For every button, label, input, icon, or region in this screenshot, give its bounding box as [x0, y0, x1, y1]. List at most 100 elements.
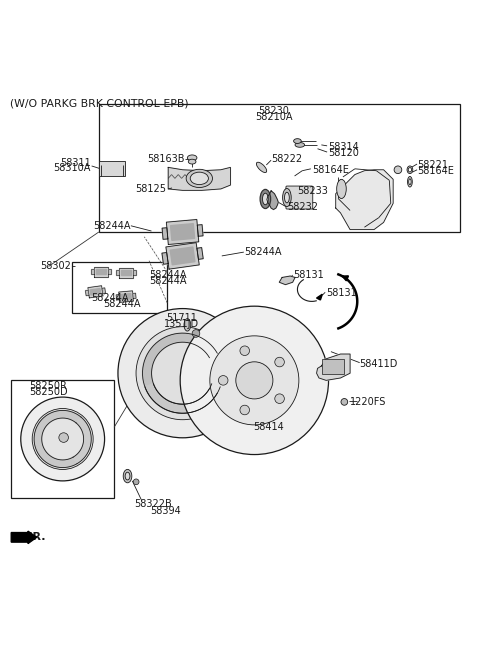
Circle shape — [218, 376, 228, 385]
Polygon shape — [96, 269, 106, 274]
Polygon shape — [317, 294, 323, 300]
Bar — [72, 261, 167, 313]
Polygon shape — [197, 225, 203, 236]
Circle shape — [59, 433, 69, 442]
Text: 58250D: 58250D — [29, 387, 68, 397]
Text: 1351JD: 1351JD — [164, 319, 199, 329]
Bar — [11, 380, 114, 497]
Circle shape — [275, 357, 284, 367]
Circle shape — [275, 394, 284, 404]
Text: 58244A: 58244A — [149, 276, 187, 287]
Polygon shape — [94, 267, 108, 277]
Text: 58163B: 58163B — [147, 154, 185, 164]
Circle shape — [180, 306, 328, 455]
Circle shape — [240, 405, 250, 415]
Text: 58230: 58230 — [258, 106, 289, 116]
Ellipse shape — [407, 166, 413, 174]
Polygon shape — [119, 291, 133, 303]
Polygon shape — [121, 270, 131, 275]
Circle shape — [192, 330, 200, 337]
Ellipse shape — [283, 188, 291, 207]
Ellipse shape — [186, 170, 213, 188]
Ellipse shape — [294, 139, 301, 144]
Polygon shape — [166, 243, 199, 269]
FancyBboxPatch shape — [286, 186, 313, 209]
Ellipse shape — [184, 319, 191, 331]
Bar — [99, 161, 125, 176]
Polygon shape — [133, 293, 136, 299]
Polygon shape — [108, 269, 111, 274]
Polygon shape — [197, 247, 203, 259]
Text: 58232: 58232 — [287, 201, 318, 211]
Polygon shape — [121, 293, 131, 300]
Text: 58302: 58302 — [41, 261, 72, 271]
Ellipse shape — [285, 192, 289, 203]
Polygon shape — [102, 288, 106, 293]
Bar — [323, 359, 344, 374]
Text: 58244A: 58244A — [149, 270, 187, 280]
Text: 58244A: 58244A — [104, 299, 141, 309]
Text: 58125: 58125 — [135, 184, 166, 194]
Circle shape — [118, 309, 247, 438]
Text: 58310A: 58310A — [53, 164, 91, 174]
Text: 58221: 58221 — [417, 160, 448, 170]
Ellipse shape — [260, 190, 271, 209]
Polygon shape — [143, 333, 217, 413]
Polygon shape — [91, 269, 94, 274]
Polygon shape — [116, 270, 119, 275]
Ellipse shape — [263, 194, 268, 205]
Circle shape — [21, 397, 105, 481]
Text: 58131: 58131 — [294, 270, 324, 280]
Text: 58164E: 58164E — [417, 166, 454, 176]
Ellipse shape — [408, 168, 411, 172]
Polygon shape — [167, 219, 199, 245]
Polygon shape — [162, 253, 168, 264]
Text: 58244A: 58244A — [244, 247, 281, 257]
Text: 1220FS: 1220FS — [350, 397, 386, 407]
Ellipse shape — [190, 172, 208, 185]
Polygon shape — [170, 223, 194, 240]
Ellipse shape — [336, 180, 346, 198]
Text: 58120: 58120 — [328, 148, 360, 158]
Circle shape — [394, 166, 402, 174]
Text: 58244A: 58244A — [94, 221, 131, 231]
Circle shape — [133, 479, 139, 485]
Polygon shape — [73, 417, 91, 464]
Polygon shape — [116, 295, 120, 300]
Text: 58394: 58394 — [150, 505, 181, 515]
Text: 58311: 58311 — [60, 158, 91, 168]
Ellipse shape — [123, 469, 132, 483]
Polygon shape — [336, 170, 393, 229]
Ellipse shape — [408, 179, 411, 185]
Text: 58244A: 58244A — [92, 293, 129, 303]
Circle shape — [32, 408, 93, 469]
Text: 58233: 58233 — [298, 186, 328, 196]
Polygon shape — [119, 267, 133, 278]
Polygon shape — [85, 290, 89, 296]
Text: 58322B: 58322B — [134, 499, 172, 509]
Polygon shape — [168, 168, 230, 190]
Ellipse shape — [256, 162, 267, 172]
Text: 58250R: 58250R — [29, 381, 67, 391]
Circle shape — [136, 327, 229, 420]
Polygon shape — [317, 354, 350, 380]
Polygon shape — [170, 247, 195, 265]
Ellipse shape — [125, 472, 130, 480]
Polygon shape — [133, 270, 136, 275]
Text: 51711: 51711 — [166, 313, 197, 323]
Text: 58210A: 58210A — [255, 112, 292, 122]
FancyArrow shape — [11, 531, 36, 543]
Bar — [99, 104, 460, 232]
Polygon shape — [90, 289, 101, 295]
Text: 58131: 58131 — [326, 288, 357, 298]
Circle shape — [341, 398, 348, 405]
Polygon shape — [145, 384, 220, 413]
Polygon shape — [162, 227, 168, 239]
Text: 58411D: 58411D — [360, 358, 398, 368]
Ellipse shape — [295, 142, 305, 147]
Polygon shape — [34, 410, 81, 467]
Circle shape — [240, 346, 250, 356]
Circle shape — [210, 336, 299, 425]
Ellipse shape — [188, 159, 196, 164]
Text: 58164E: 58164E — [312, 165, 348, 175]
